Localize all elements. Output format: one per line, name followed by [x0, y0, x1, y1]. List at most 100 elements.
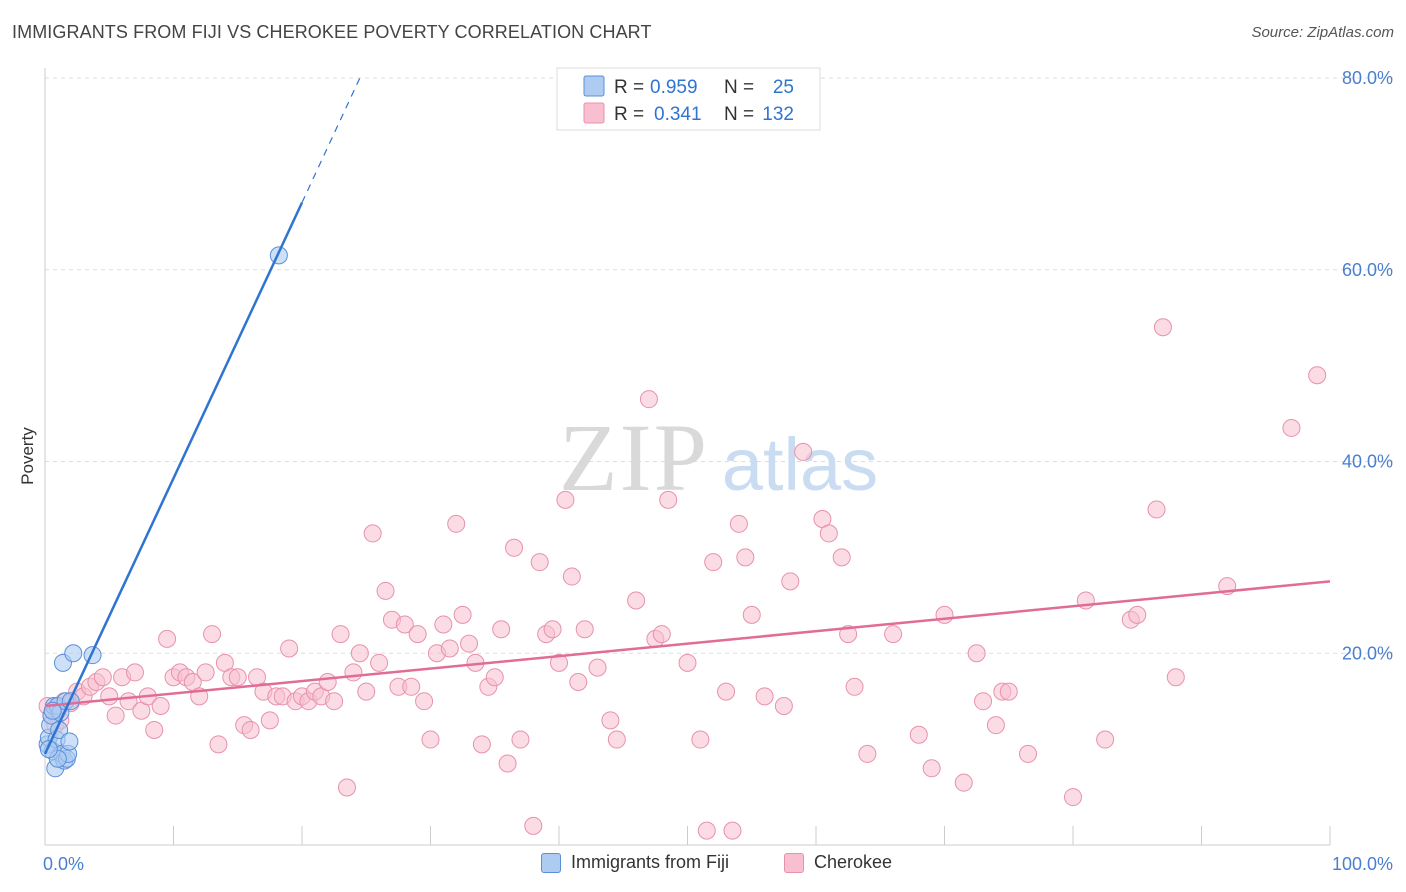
tick-labels: 20.0% 40.0% 60.0% 80.0% 0.0% 100.0% — [43, 68, 1393, 874]
cherokee-point — [1147, 500, 1166, 519]
legend-bottom-fiji-swatch — [541, 852, 561, 873]
cherokee-point — [402, 677, 421, 696]
legend-cherokee-r-value: 0.341 — [654, 104, 702, 125]
cherokee-point — [858, 744, 877, 763]
cherokee-point — [376, 581, 395, 600]
cherokee-point — [839, 625, 858, 644]
cherokee-point — [627, 591, 646, 610]
cherokee-point — [260, 711, 279, 730]
cherokee-point — [203, 625, 222, 644]
cherokee-point — [100, 687, 119, 706]
cherokee-point — [550, 653, 568, 672]
y-tick-label: 80.0% — [1342, 68, 1393, 88]
cherokee-point — [659, 490, 678, 509]
y-tick-label: 20.0% — [1342, 643, 1393, 663]
cherokee-point — [742, 605, 761, 624]
cherokee-point — [819, 524, 838, 543]
cherokee-point — [697, 821, 716, 840]
cherokee-point — [781, 572, 800, 591]
cherokee-point — [196, 663, 215, 682]
cherokee-point — [832, 548, 851, 567]
cherokee-point — [954, 773, 973, 792]
cherokee-point — [485, 668, 504, 687]
fiji-trend-line — [43, 202, 304, 755]
cherokee-point — [395, 615, 414, 634]
cherokee-point — [774, 696, 793, 715]
legend-bottom-cherokee: Cherokee — [784, 852, 892, 873]
legend-bottom: Immigrants from Fiji Cherokee — [0, 848, 1406, 880]
cherokee-point — [357, 682, 376, 701]
cherokee-point — [1282, 418, 1301, 437]
cherokee-point — [325, 692, 344, 711]
legend-top: R = 0.959 N = 25 R = 0.341 N = 132 — [556, 67, 821, 131]
legend-bottom-cherokee-swatch — [784, 852, 804, 873]
cherokee-point — [794, 442, 813, 461]
fiji-points — [38, 246, 288, 778]
cherokee-point — [151, 696, 170, 715]
cherokee-point — [93, 668, 112, 687]
cherokee-point — [415, 692, 434, 711]
cherokee-point — [967, 644, 986, 663]
cherokee-point — [453, 605, 472, 624]
fiji-point — [60, 732, 79, 751]
cherokee-point — [318, 673, 337, 692]
legend-cherokee-n-label: N = — [724, 104, 754, 125]
cherokee-point — [607, 730, 626, 749]
cherokee-point — [158, 629, 177, 648]
cherokee-point — [363, 524, 382, 543]
cherokee-point — [408, 625, 427, 644]
cherokee-point — [601, 711, 620, 730]
cherokee-point — [1096, 730, 1115, 749]
legend-fiji-swatch — [583, 75, 605, 97]
cherokee-point — [588, 658, 607, 677]
cherokee-point — [729, 514, 748, 533]
x-tick-label: 0.0% — [43, 854, 84, 874]
legend-bottom-fiji-label: Immigrants from Fiji — [571, 852, 730, 872]
cherokee-point — [922, 759, 941, 778]
cherokee-point — [460, 634, 479, 653]
cherokee-point — [575, 620, 594, 639]
legend-fiji-n-value: 25 — [773, 77, 794, 98]
cherokee-point — [530, 553, 549, 572]
cherokee-point — [986, 716, 1005, 735]
cherokee-point — [974, 692, 993, 711]
chart-title: IMMIGRANTS FROM FIJI VS CHEROKEE POVERTY… — [12, 22, 652, 42]
cherokee-point — [440, 639, 459, 658]
legend-cherokee-r-label: R = — [614, 104, 644, 125]
cherokee-point — [350, 644, 369, 663]
watermark: ZIP atlas — [559, 404, 878, 511]
cherokee-point — [511, 730, 530, 749]
cherokee-point — [337, 778, 356, 797]
y-axis-label: Poverty — [18, 427, 37, 485]
cherokee-point — [678, 653, 697, 672]
legend-fiji-r-value: 0.959 — [650, 77, 698, 98]
cherokee-point — [717, 682, 736, 701]
source-label: Source: ZipAtlas.com — [1251, 24, 1394, 41]
trend-lines — [43, 77, 1331, 755]
legend-cherokee-swatch — [583, 102, 605, 124]
cherokee-point — [498, 754, 517, 773]
cherokee-point — [125, 663, 144, 682]
cherokee-point — [845, 677, 864, 696]
legend-cherokee-n-value: 132 — [762, 104, 794, 125]
cherokee-point — [447, 514, 466, 533]
cherokee-point — [344, 663, 363, 682]
cherokee-point — [569, 673, 588, 692]
watermark-zip: ZIP — [559, 404, 709, 511]
cherokee-point — [209, 735, 228, 754]
y-tick-label: 60.0% — [1342, 260, 1393, 280]
cherokee-point — [704, 553, 723, 572]
cherokee-point — [556, 490, 575, 509]
cherokee-point — [241, 720, 260, 739]
watermark-atlas: atlas — [722, 423, 878, 506]
cherokee-point — [331, 625, 350, 644]
cherokee-point — [492, 620, 511, 639]
cherokee-point — [421, 730, 440, 749]
cherokee-point — [1019, 744, 1038, 763]
cherokee-point — [755, 687, 774, 706]
legend-fiji-r-label: R = — [614, 77, 644, 98]
cherokee-point — [999, 682, 1018, 701]
cherokee-trend-line — [44, 580, 1331, 708]
cherokee-point — [370, 653, 389, 672]
cherokee-point — [1166, 668, 1185, 687]
